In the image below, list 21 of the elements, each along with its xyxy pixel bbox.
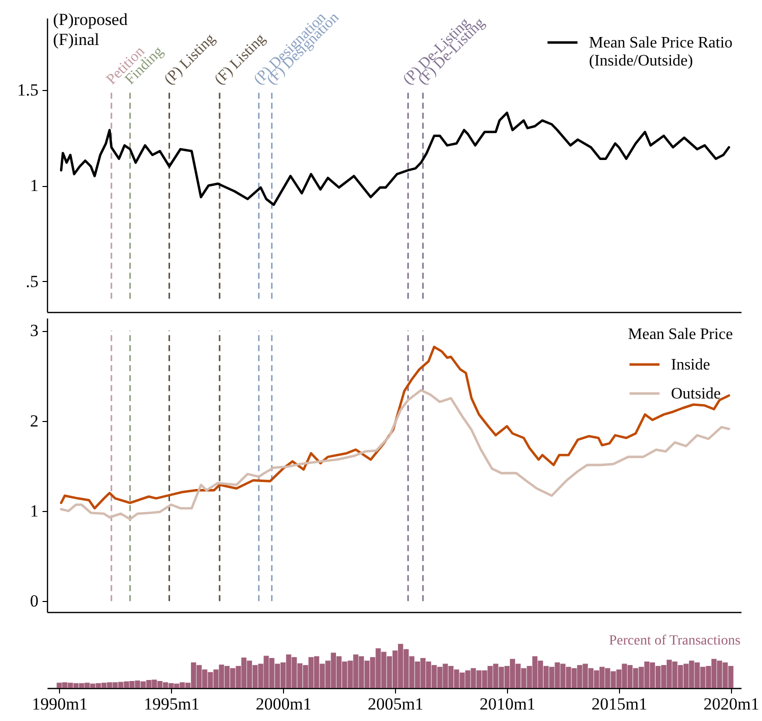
x-tick-label: 1995m1 [144, 694, 200, 714]
legend-label: Inside [671, 356, 710, 374]
x-tick-label: 2010m1 [480, 694, 536, 714]
legend-label: Mean Sale Price Ratio (Inside/Outside) [589, 34, 733, 70]
y-tick-label: 1.5 [17, 80, 38, 100]
y-tick-label: 0 [30, 592, 38, 611]
legend-label: Outside [671, 386, 721, 402]
x-tick-label: 2000m1 [256, 694, 312, 714]
y-tick-label: .5 [26, 272, 38, 291]
y-tick-label: 3 [30, 321, 38, 340]
legend-title: Mean Sale Price [628, 326, 733, 343]
x-tick-label: 1990m1 [32, 694, 88, 714]
annotation: (F)inal [53, 30, 100, 49]
y-tick-label: 1 [30, 501, 38, 520]
x-tick-label: 2015m1 [592, 694, 648, 714]
x-tick-label: 2005m1 [368, 694, 424, 714]
y-tick-label: 2 [30, 411, 38, 430]
x-tick-label: 2020m1 [703, 694, 760, 714]
annotation: (P)roposed [53, 10, 128, 29]
y-tick-label: 1 [30, 176, 38, 196]
series-label: Percent of Transactions [609, 634, 740, 648]
